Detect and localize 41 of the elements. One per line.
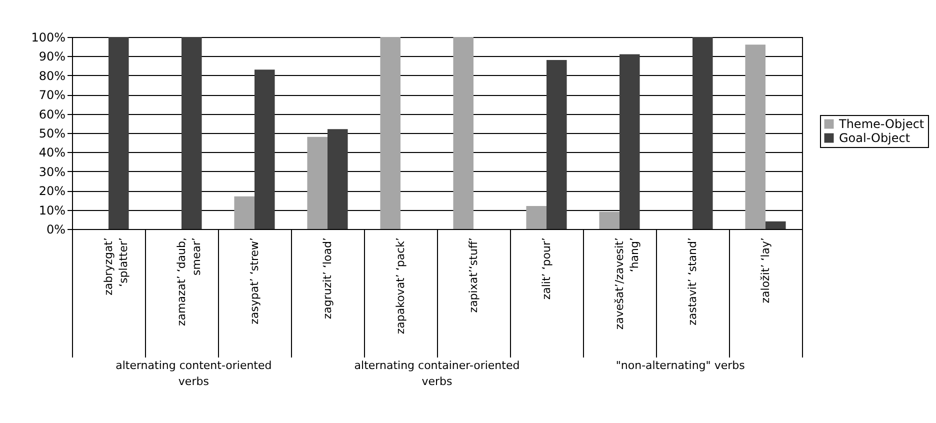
y-tick-label: 60% — [38, 107, 66, 122]
bar — [453, 37, 474, 229]
x-tick-label: zapixat’‘stuff’ — [467, 238, 480, 313]
bar — [692, 37, 713, 229]
bar — [620, 54, 640, 229]
x-tick-label: zastavit’ ‘stand’ — [686, 238, 699, 326]
y-tick-label: 40% — [38, 146, 66, 160]
text: alternating container-oriented verbs — [354, 359, 520, 388]
y-tick-label: 0% — [46, 222, 66, 236]
bar — [307, 136, 328, 229]
bar — [328, 129, 348, 229]
bar — [108, 37, 129, 229]
y-tick-label: 10% — [38, 203, 66, 218]
bar — [254, 70, 275, 229]
x-tick-label: založit’ ‘lay’ — [759, 238, 772, 304]
x-tick-label: zapakovat’ ‘pack’ — [394, 238, 407, 334]
x-tick-label: zavešat’/zavesit’ ‘hang’ — [613, 238, 641, 330]
y-tick-label: 50% — [38, 126, 66, 140]
y-tick-label: 100% — [31, 30, 66, 44]
y-tick-label: 80% — [38, 68, 66, 83]
text: "non-alternating" verbs — [616, 359, 746, 372]
bar — [234, 196, 254, 229]
x-tick-label: zabryzgat’ ‘splatter’ — [102, 238, 130, 296]
bar — [526, 206, 546, 229]
bar — [182, 37, 202, 229]
text: alternating content-oriented verbs — [116, 359, 272, 388]
x-tick-label: zasypat’ ‘strew’ — [248, 238, 261, 324]
y-tick-label: 20% — [38, 184, 66, 198]
bar — [745, 44, 766, 229]
y-tick-label: 70% — [38, 88, 66, 102]
x-tick-label: zamazat’ ‘daub, smear’ — [175, 238, 203, 326]
bar — [546, 60, 567, 229]
legend-label: Theme-Object — [838, 117, 924, 131]
legend-label: Goal-Object — [839, 131, 910, 145]
y-tick-label: 90% — [38, 50, 66, 64]
x-tick-label: zalit’ ‘pour’ — [540, 238, 553, 300]
y-tick-label: 30% — [38, 164, 66, 179]
bar — [380, 37, 400, 229]
bar — [599, 212, 620, 229]
x-tick-label: zagruzit’ ‘load’ — [321, 238, 334, 320]
bar — [766, 221, 786, 229]
